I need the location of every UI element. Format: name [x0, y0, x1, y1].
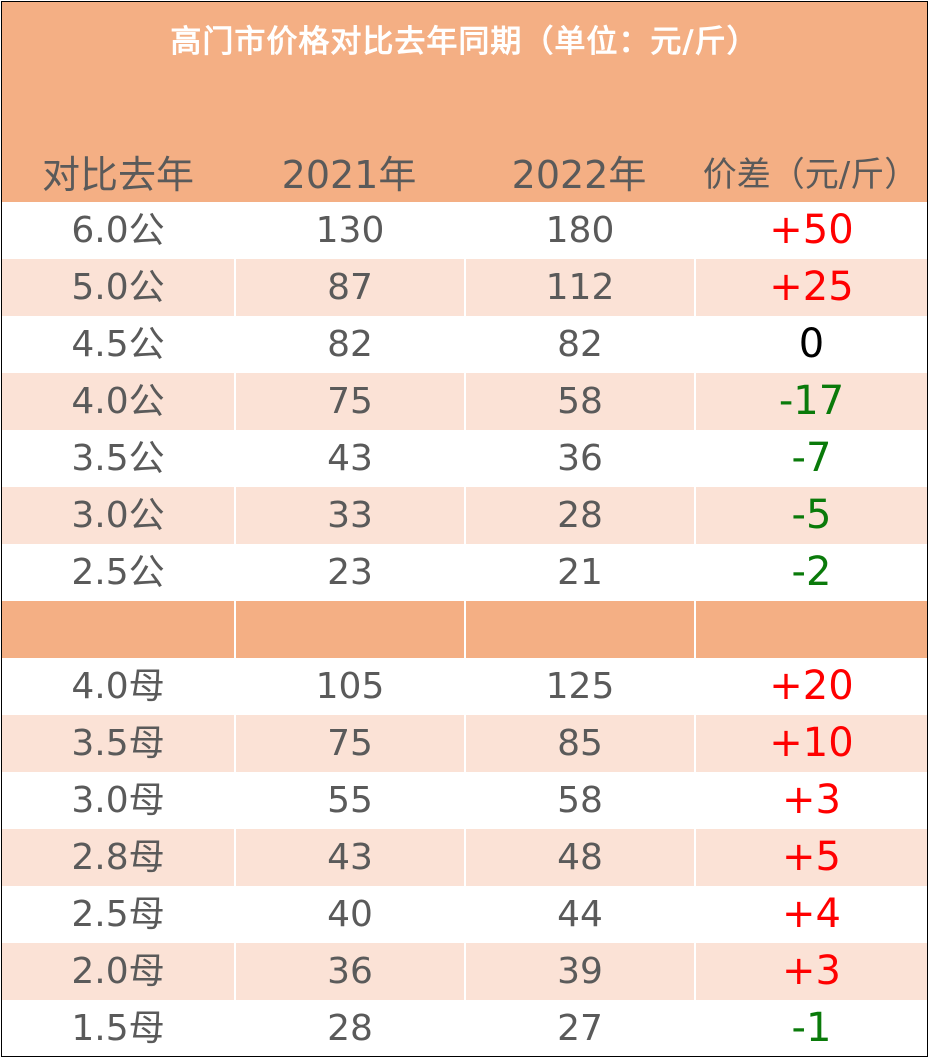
table-row: 4.0公 75 58 -17: [2, 373, 927, 430]
table-row: 2.0母 36 39 +3: [2, 943, 927, 1000]
spec-cell: 3.5公: [71, 438, 165, 479]
table-row: 4.0母 105 125 +20: [2, 658, 927, 715]
value-2022-cell: 85: [464, 715, 694, 772]
spec-cell: 6.0公: [71, 210, 165, 251]
value-2022-cell: 58: [464, 373, 694, 430]
diff-cell: -17: [694, 373, 927, 430]
value-2021-cell: 82: [234, 316, 464, 373]
diff-cell: +5: [694, 829, 927, 886]
value-2022-cell: 180: [464, 202, 694, 259]
group-separator-row: [2, 601, 927, 658]
value-2021-cell: 75: [234, 715, 464, 772]
spec-cell: 3.0公: [71, 495, 165, 536]
spec-cell: 3.0母: [71, 780, 165, 821]
value-2022-cell: 39: [464, 943, 694, 1000]
table-row: 5.0公 87 112 +25: [2, 259, 927, 316]
separator-cell: [234, 601, 464, 658]
diff-cell: -1: [694, 1000, 927, 1056]
table-row: 3.0公 33 28 -5: [2, 487, 927, 544]
header-2021: 2021年: [281, 153, 417, 197]
spec-cell: 4.5公: [71, 324, 165, 365]
separator-cell: [2, 601, 234, 658]
spec-cell: 5.0公: [71, 267, 165, 308]
diff-cell: +10: [694, 715, 927, 772]
table-row: 3.0母 55 58 +3: [2, 772, 927, 829]
diff-cell: +3: [694, 943, 927, 1000]
value-2021-cell: 40: [234, 886, 464, 943]
table-row: 3.5公 43 36 -7: [2, 430, 927, 487]
value-2021-cell: 55: [234, 772, 464, 829]
spec-cell: 1.5母: [71, 1008, 165, 1049]
header-compare: 对比去年: [41, 153, 194, 197]
table-row: 4.5公 82 82 0: [2, 316, 927, 373]
spec-cell: 2.5公: [71, 552, 165, 593]
value-2021-cell: 36: [234, 943, 464, 1000]
value-2022-cell: 125: [464, 658, 694, 715]
separator-cell: [694, 601, 927, 658]
diff-cell: -5: [694, 487, 927, 544]
table-row: 1.5母 28 27 -1: [2, 1000, 927, 1056]
table-row: 6.0公 130 180 +50: [2, 202, 927, 259]
value-2021-cell: 23: [234, 544, 464, 601]
value-2021-cell: 33: [234, 487, 464, 544]
spec-cell: 2.8母: [71, 837, 165, 878]
diff-cell: +3: [694, 772, 927, 829]
spec-cell: 3.5母: [71, 723, 165, 764]
value-2022-cell: 44: [464, 886, 694, 943]
header-2022: 2022年: [511, 153, 647, 197]
diff-cell: -2: [694, 544, 927, 601]
table-row: 2.5母 40 44 +4: [2, 886, 927, 943]
value-2021-cell: 43: [234, 430, 464, 487]
spec-cell: 2.5母: [71, 894, 165, 935]
value-2021-cell: 43: [234, 829, 464, 886]
header-band: 高门市价格对比去年同期（单位：元/斤） 对比去年 2021年 2022年 价差（…: [2, 2, 927, 202]
spec-cell: 2.0母: [71, 951, 165, 992]
diff-cell: -7: [694, 430, 927, 487]
diff-cell: +20: [694, 658, 927, 715]
value-2022-cell: 82: [464, 316, 694, 373]
value-2022-cell: 21: [464, 544, 694, 601]
value-2022-cell: 48: [464, 829, 694, 886]
diff-cell: 0: [694, 316, 927, 373]
spec-cell: 4.0母: [71, 666, 165, 707]
value-2021-cell: 28: [234, 1000, 464, 1056]
table-title: 高门市价格对比去年同期（单位：元/斤）: [170, 24, 759, 60]
diff-cell: +25: [694, 259, 927, 316]
header-diff: 价差（元/斤）: [702, 155, 919, 195]
table-row: 2.5公 23 21 -2: [2, 544, 927, 601]
table-row: 2.8母 43 48 +5: [2, 829, 927, 886]
separator-cell: [464, 601, 694, 658]
spec-cell: 4.0公: [71, 381, 165, 422]
value-2022-cell: 36: [464, 430, 694, 487]
value-2021-cell: 105: [234, 658, 464, 715]
value-2022-cell: 27: [464, 1000, 694, 1056]
diff-cell: +4: [694, 886, 927, 943]
value-2021-cell: 87: [234, 259, 464, 316]
value-2022-cell: 28: [464, 487, 694, 544]
value-2022-cell: 112: [464, 259, 694, 316]
value-2022-cell: 58: [464, 772, 694, 829]
diff-cell: +50: [694, 202, 927, 259]
value-2021-cell: 75: [234, 373, 464, 430]
value-2021-cell: 130: [234, 202, 464, 259]
table-row: 3.5母 75 85 +10: [2, 715, 927, 772]
